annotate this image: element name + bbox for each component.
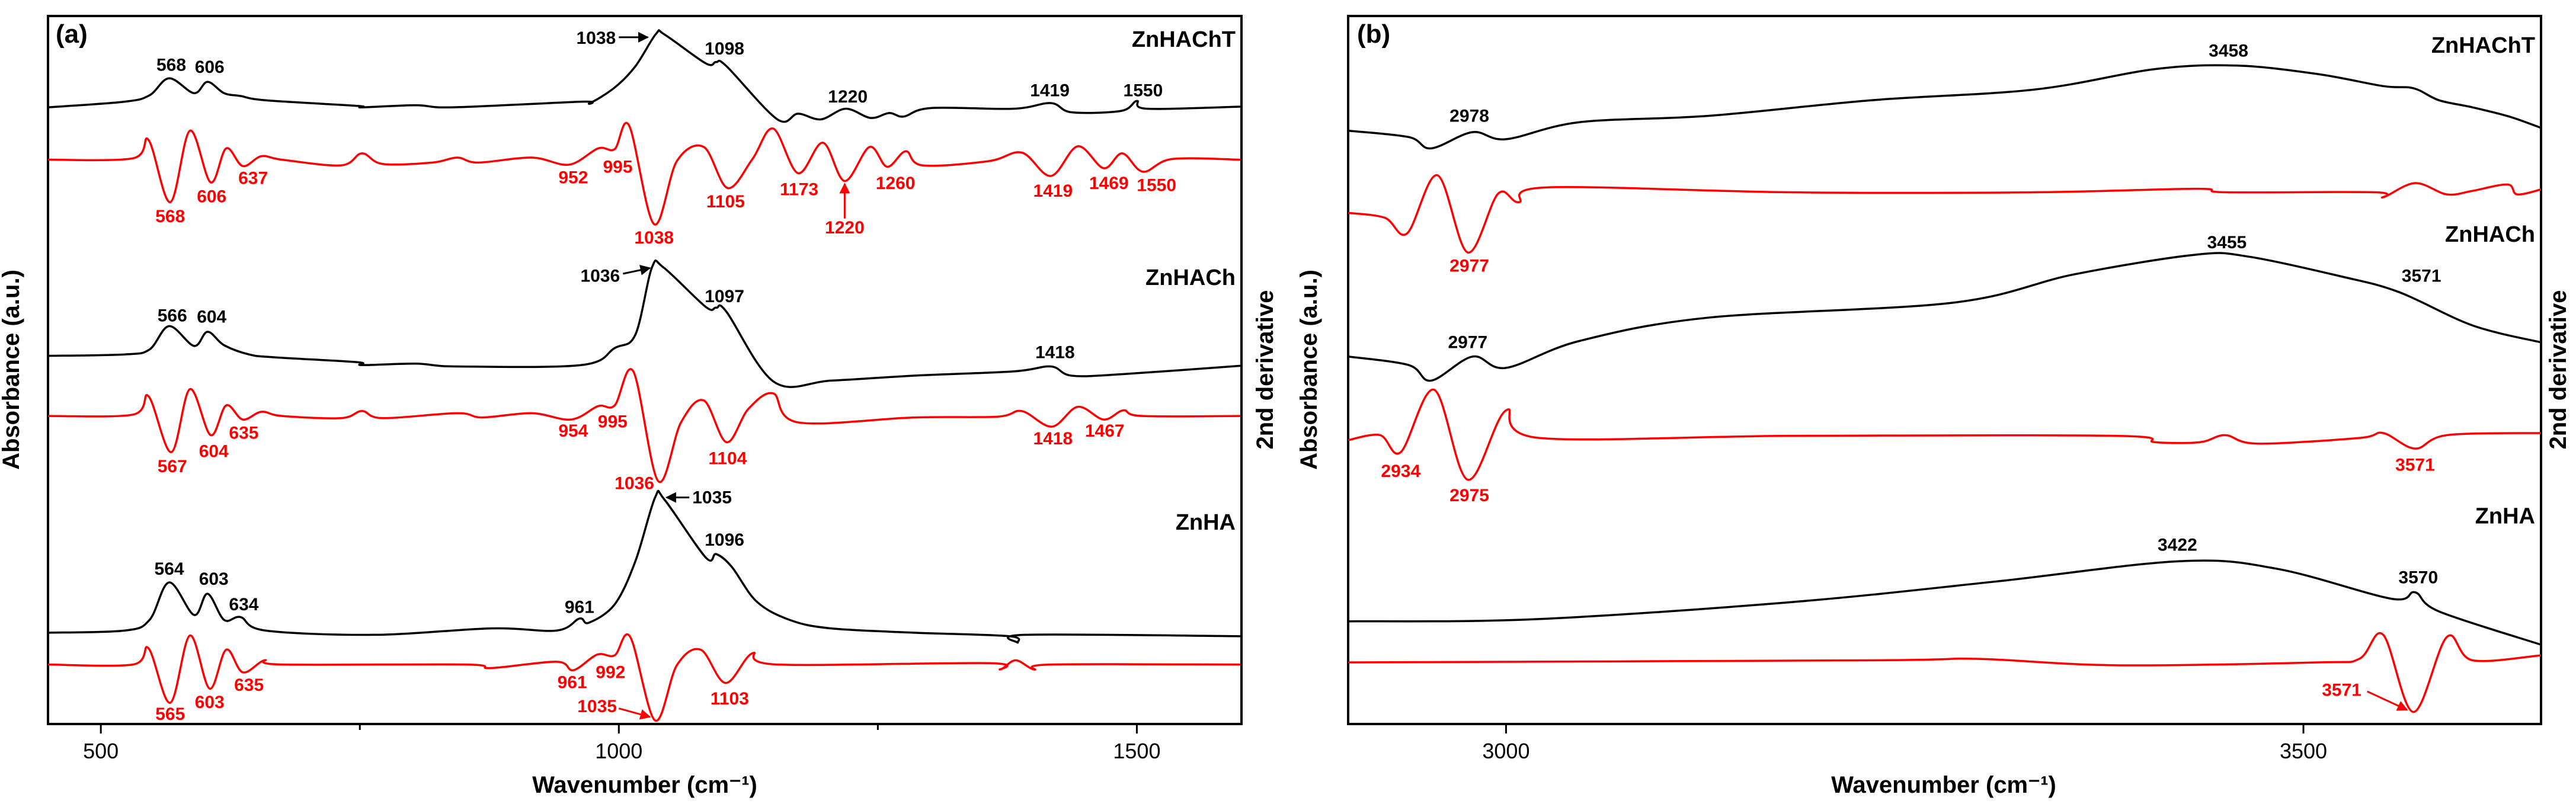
peak-label: 1469 [1089, 174, 1129, 193]
peak-label: 568 [155, 207, 185, 226]
peak-label: 1260 [876, 174, 916, 193]
x-tick-label: 1000 [595, 739, 642, 763]
peak-label: 565 [155, 704, 185, 724]
peak-label: 1036 [580, 266, 620, 286]
peak-label: 634 [229, 595, 258, 614]
peak-label: 1036 [615, 474, 654, 494]
peak-label: 2977 [1449, 257, 1489, 276]
peak-label: 603 [195, 693, 225, 712]
peak-label: 1220 [828, 87, 868, 107]
peak-label: 961 [558, 672, 587, 692]
x-tick-label: 1500 [1113, 739, 1160, 763]
peak-label: 635 [234, 675, 264, 695]
peak-label: 1419 [1030, 81, 1070, 100]
panel-b-chart: Absorbance (a.u.) 2nd derivative (b) Wav… [1296, 15, 2571, 798]
peak-label: 3458 [2209, 41, 2248, 60]
peak-label: 1418 [1035, 342, 1075, 362]
peak-label: 567 [158, 457, 187, 476]
series-line-znha-absorbance [1348, 559, 2542, 646]
peak-label: 1035 [692, 488, 732, 507]
peak-label: 606 [195, 57, 225, 77]
peak-label: 2934 [1381, 462, 1420, 481]
sample-name-label: ZnHA [1176, 510, 1236, 535]
panel-a-chart: Absorbance (a.u.) 2nd derivative (a) Wav… [0, 15, 1278, 798]
series-line-znhacht-absorbance [47, 29, 1241, 123]
sample-name-label: ZnHACh [2445, 222, 2535, 247]
peak-label: 961 [565, 598, 594, 617]
panel-a-label: (a) [56, 20, 88, 49]
peak-label: 1550 [1124, 81, 1163, 100]
plot-frame [1347, 15, 2542, 725]
plot-frame [47, 15, 1243, 725]
peak-label: 606 [197, 187, 226, 207]
peak-label: 637 [238, 168, 268, 188]
series-line-znhacht-2nd-derivative [1348, 174, 2542, 254]
sample-name-label: ZnHAChT [2431, 33, 2535, 58]
peak-label: 1096 [705, 530, 744, 550]
peak-label: 2978 [1449, 106, 1489, 126]
peak-label: 1467 [1085, 421, 1125, 441]
peak-label: 3422 [2158, 535, 2197, 555]
peak-label: 604 [199, 442, 229, 462]
panel-b-ylabel-right: 2nd derivative [2545, 290, 2571, 449]
series-line-znha-2nd-derivative [47, 633, 1241, 722]
peak-label: 1419 [1033, 181, 1073, 201]
series-line-znha-absorbance [47, 489, 1241, 644]
peak-label: 1550 [1137, 175, 1176, 195]
peak-label: 568 [156, 55, 186, 75]
peak-label: 995 [598, 412, 628, 432]
series-line-znhach-absorbance [1348, 252, 2542, 382]
panel-a-xlabel: Wavenumber (cm⁻¹) [532, 772, 757, 798]
peak-label: 995 [603, 157, 633, 177]
x-tick-label: 3500 [2280, 739, 2327, 763]
peak-label: 1035 [577, 697, 617, 716]
sample-name-label: ZnHAChT [1132, 27, 1236, 52]
peak-label: 603 [199, 569, 229, 589]
series-line-znhach-absorbance [47, 260, 1241, 388]
x-tick-label: 500 [83, 739, 119, 763]
peak-label: 604 [197, 307, 226, 327]
peak-label: 3571 [2322, 680, 2361, 700]
peak-label: 566 [158, 306, 187, 325]
series-line-znhacht-absorbance [1348, 64, 2542, 150]
peak-label: 3571 [2402, 266, 2441, 286]
peak-label: 1220 [825, 218, 865, 238]
peak-label: 1097 [705, 287, 744, 306]
peak-label: 564 [155, 559, 184, 579]
peak-label: 1103 [711, 689, 749, 709]
panel-b-xlabel: Wavenumber (cm⁻¹) [1831, 772, 2056, 798]
panel-a-ylabel-left: Absorbance (a.u.) [0, 270, 24, 470]
peak-label: 1418 [1033, 429, 1073, 449]
series-line-znhach-2nd-derivative [1348, 389, 2542, 481]
peak-label: 3571 [2395, 455, 2435, 475]
peak-label: 1104 [708, 449, 747, 469]
peak-label: 1038 [576, 28, 616, 48]
peak-arrow [2367, 690, 2408, 711]
panel-b-ylabel-left: Absorbance (a.u.) [1296, 270, 1322, 470]
panel-a-ylabel-right: 2nd derivative [1252, 290, 1278, 449]
peak-label: 3455 [2207, 233, 2247, 252]
panel-b-label: (b) [1357, 20, 1390, 49]
peak-label: 1173 [780, 180, 818, 200]
sample-name-label: ZnHACh [1145, 265, 1236, 290]
x-tick-label: 3000 [1482, 739, 1529, 763]
peak-label: 952 [558, 168, 588, 187]
series-line-znha-2nd-derivative [1348, 632, 2542, 713]
series-line-znhach-2nd-derivative [47, 368, 1241, 483]
peak-label: 1098 [705, 39, 744, 59]
series-line-znhacht-2nd-derivative [47, 121, 1241, 226]
peak-label: 2975 [1449, 486, 1489, 505]
peak-label: 2977 [1448, 333, 1487, 353]
peak-label: 954 [558, 421, 588, 441]
peak-label: 1038 [634, 228, 674, 248]
peak-label: 3570 [2398, 568, 2438, 587]
sample-name-label: ZnHA [2475, 504, 2535, 528]
peak-label: 992 [596, 663, 625, 683]
peak-arrow [622, 264, 651, 276]
peak-label: 635 [229, 424, 258, 443]
peak-label: 1105 [706, 192, 745, 212]
peak-arrow [618, 707, 651, 720]
